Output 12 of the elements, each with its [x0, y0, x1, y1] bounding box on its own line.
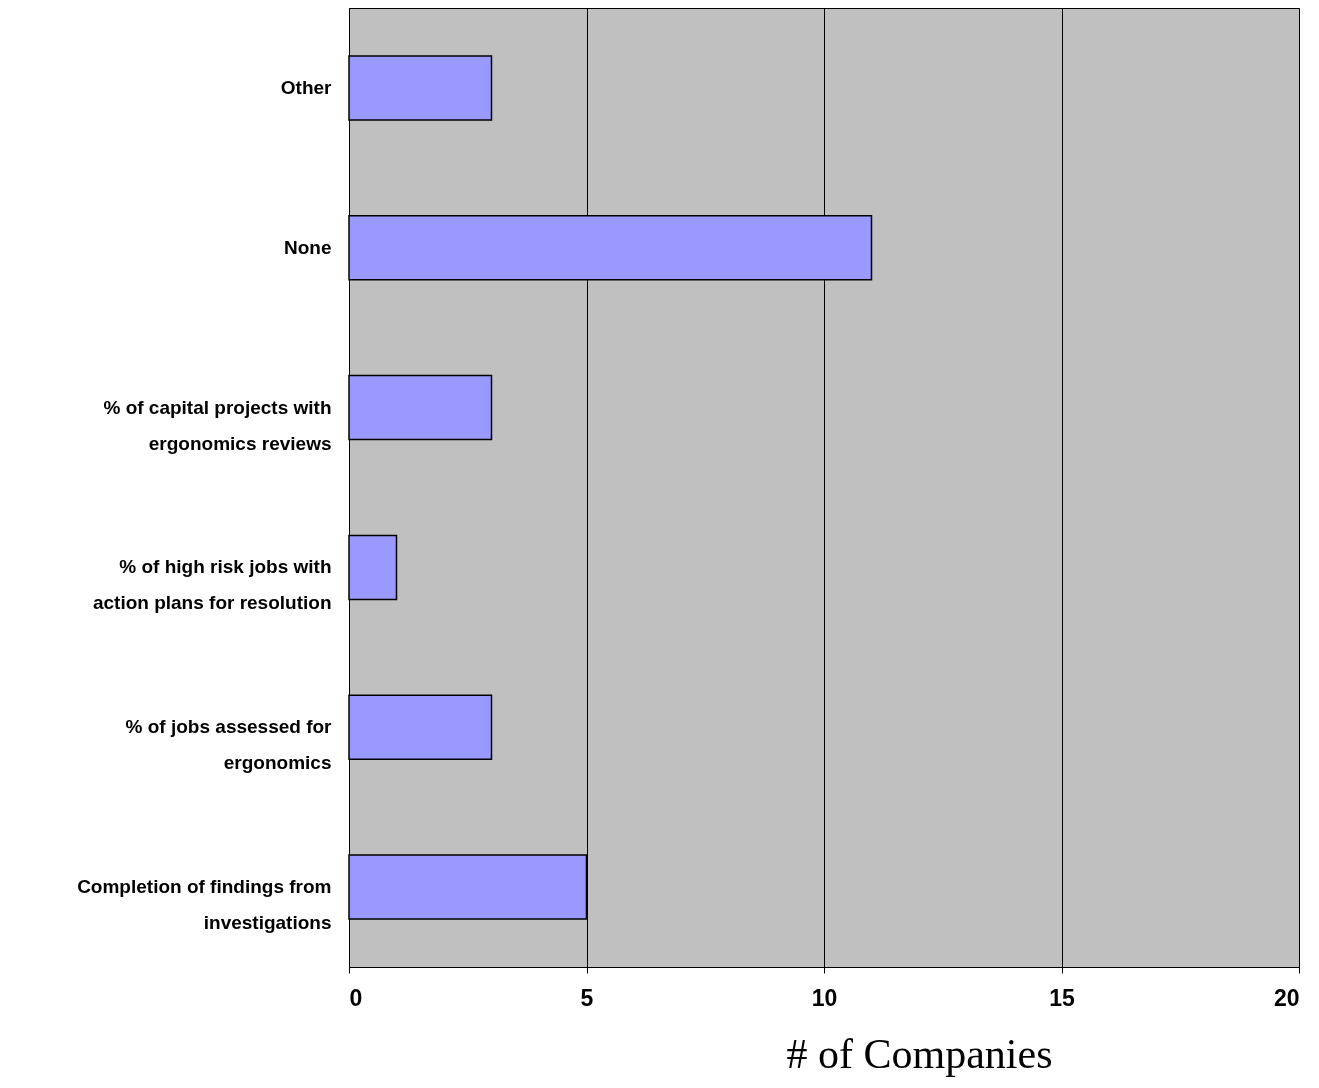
y-tick-label: None	[284, 236, 332, 258]
y-tick-label: Other	[280, 76, 333, 98]
x-tick-label: 0	[349, 984, 363, 1011]
y-tick-label: Completion of findings from investigations	[77, 876, 332, 934]
x-tick-label: 15	[1049, 984, 1075, 1011]
x-tick-label: 10	[811, 984, 838, 1011]
x-tick-label: 20	[1273, 984, 1300, 1011]
y-tick-label: % of high risk jobs with action plans for resolution	[92, 556, 332, 614]
x-tick-label: 5	[580, 984, 594, 1011]
x-axis-title: # of Companies	[786, 1030, 1053, 1077]
y-tick-label: % of jobs assessed for ergonomics	[125, 716, 333, 774]
y-tick-label: % of capital projects with ergonomics reviews	[103, 396, 332, 454]
